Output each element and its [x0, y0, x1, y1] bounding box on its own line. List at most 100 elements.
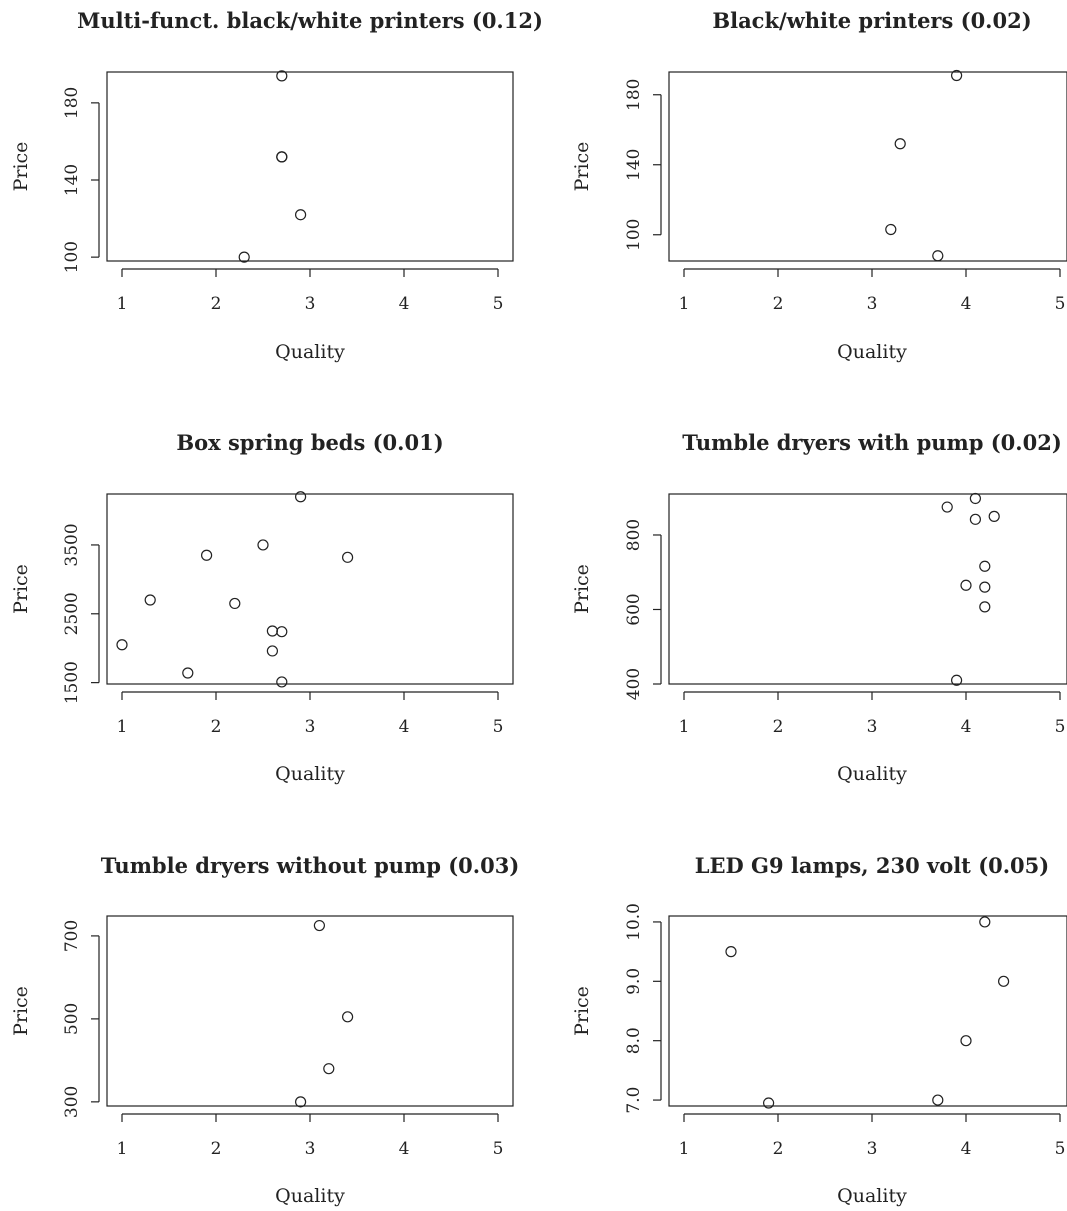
chart-panel-3: Box spring beds (0.01) 1 2 3 4 5 1500 2500 3500 Q… [10, 430, 514, 785]
scatter-point [266, 645, 278, 657]
x-tick-label: 1 [117, 294, 128, 314]
y-tick-label: 180 [62, 87, 82, 119]
y-tick-label: 300 [62, 1086, 82, 1118]
y-tick-label: 400 [624, 668, 644, 700]
y-tick-label: 140 [62, 164, 82, 196]
x-tick-label: 5 [493, 717, 504, 737]
scatter-point [979, 581, 991, 593]
x-tick-label: 4 [399, 717, 410, 737]
x-axis-label: Quality [837, 1185, 907, 1207]
scatter-point [266, 625, 278, 637]
scatter-point [276, 626, 288, 638]
x-axis-label: Quality [275, 341, 345, 363]
x-axis-label: Quality [837, 763, 907, 785]
x-tick-label: 1 [117, 717, 128, 737]
x-tick-label: 2 [211, 717, 222, 737]
plot-frame [106, 915, 514, 1107]
scatter-point [257, 539, 269, 551]
x-tick-label: 5 [1055, 294, 1066, 314]
scatter-point [950, 69, 963, 82]
scatter-point [276, 676, 288, 688]
scatter-point [997, 975, 1010, 987]
chart-panel-4: Tumble dryers with pump (0.02) 1 2 3 4 5 400 60… [571, 430, 1067, 785]
chart-title: Multi-funct. black/white printers (0.12) [77, 8, 543, 33]
x-tick-label: 3 [305, 1139, 316, 1159]
scatter-point [238, 251, 250, 263]
scatter-point [182, 667, 194, 679]
scatter-point [979, 560, 991, 572]
chart-title: Tumble dryers with pump (0.02) [682, 430, 1062, 455]
x-tick-label: 1 [679, 294, 690, 314]
x-tick-label: 5 [1055, 1139, 1066, 1159]
scatter-point [969, 513, 982, 525]
scatter-point [932, 250, 944, 262]
x-tick-label: 3 [867, 1139, 878, 1159]
x-tick-label: 3 [867, 717, 878, 737]
scatter-point [295, 491, 307, 503]
scatter-point [950, 674, 963, 686]
scatter-point [894, 138, 906, 150]
x-tick-label: 1 [679, 1139, 690, 1159]
scatter-point [932, 1094, 944, 1106]
x-tick-label: 2 [773, 294, 784, 314]
x-tick-label: 4 [399, 1139, 410, 1159]
scatter-point [116, 639, 128, 651]
x-tick-label: 2 [211, 1139, 222, 1159]
x-tick-label: 5 [1055, 717, 1066, 737]
scatter-point [979, 601, 991, 613]
x-tick-label: 1 [117, 1139, 128, 1159]
x-axis-label: Quality [837, 341, 907, 363]
scatter-point [969, 492, 982, 505]
scatter-point [979, 916, 991, 928]
y-tick-label: 9.0 [624, 968, 644, 995]
scatter-point [960, 579, 972, 591]
y-tick-label: 1500 [62, 661, 82, 704]
scatter-point [725, 946, 737, 958]
x-tick-label: 4 [961, 717, 972, 737]
plot-frame [668, 71, 1067, 262]
scatter-point [313, 919, 325, 932]
scatter-point [295, 209, 307, 221]
x-tick-label: 3 [867, 294, 878, 314]
chart-title: Tumble dryers without pump (0.03) [101, 853, 520, 878]
chart-title: Black/white printers (0.02) [712, 8, 1031, 33]
plot-frame [668, 493, 1067, 685]
chart-panel-6: LED G9 lamps, 230 volt (0.05) 1 2 3 4 5 7.0 8.0… [571, 853, 1067, 1207]
x-tick-label: 2 [773, 717, 784, 737]
plot-frame [668, 915, 1067, 1107]
y-tick-label: 10.0 [624, 903, 644, 941]
y-tick-label: 500 [62, 1003, 82, 1035]
scatter-point [885, 223, 897, 236]
chart-panel-1: Multi-funct. black/white printers (0.12)… [10, 8, 543, 363]
scatter-point [960, 1035, 972, 1047]
scatter-point [941, 501, 953, 513]
chart-panel-2: Black/white printers (0.02) 1 2 3 4 5 100 140 18… [571, 8, 1067, 363]
y-tick-label: 180 [624, 79, 644, 111]
y-tick-label: 8.0 [624, 1027, 644, 1054]
y-axis-label: Price [10, 564, 32, 614]
y-tick-label: 7.0 [624, 1087, 644, 1114]
x-tick-label: 5 [493, 294, 504, 314]
chart-title: LED G9 lamps, 230 volt (0.05) [695, 853, 1049, 878]
y-axis-label: Price [571, 142, 593, 192]
scatter-point [988, 510, 1000, 522]
scatter-point [762, 1097, 775, 1109]
scatter-point [342, 551, 354, 563]
y-tick-label: 3500 [62, 523, 82, 566]
y-axis-label: Price [10, 986, 32, 1036]
chart-panel-5: Tumble dryers without pump (0.03) 1 2 3 4 5 30… [10, 853, 519, 1207]
scatter-point [229, 597, 241, 610]
x-axis-label: Quality [275, 1185, 345, 1207]
scatter-point [276, 151, 288, 163]
plot-frame [106, 493, 514, 685]
x-tick-label: 1 [679, 717, 690, 737]
y-axis-label: Price [571, 564, 593, 614]
x-tick-label: 4 [399, 294, 410, 314]
y-tick-label: 2500 [62, 592, 82, 635]
scatter-point [201, 549, 213, 561]
x-tick-label: 3 [305, 294, 316, 314]
x-tick-label: 5 [493, 1139, 504, 1159]
x-tick-label: 2 [211, 294, 222, 314]
scatter-point [323, 1063, 335, 1075]
